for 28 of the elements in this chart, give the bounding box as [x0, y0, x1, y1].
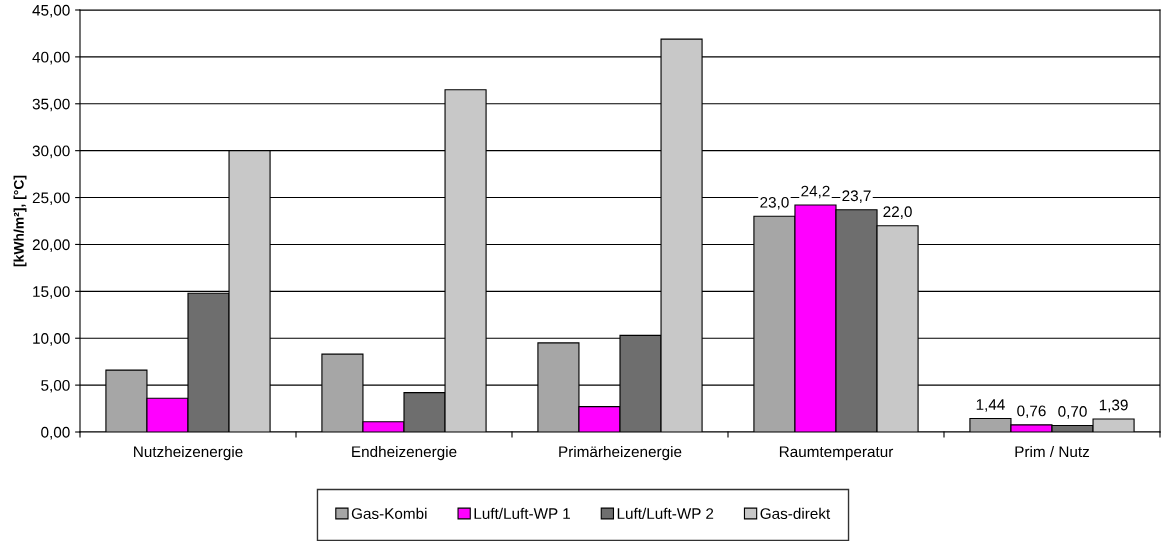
legend-label: Gas-direkt — [760, 507, 831, 520]
y-tick-label: 5,00 — [41, 379, 70, 393]
y-axis-title: [kWh/m²], [°C] — [13, 175, 27, 267]
data-label: 0,70 — [1058, 406, 1087, 419]
data-label: 1,39 — [1099, 399, 1128, 413]
x-tick-label: Endheizenergie — [352, 445, 457, 461]
data-label: 22,0 — [883, 206, 912, 219]
data-label: 1,44 — [976, 399, 1005, 412]
data-label: 0,76 — [1017, 405, 1046, 419]
legend-label: Gas-Kombi — [351, 507, 427, 520]
data-label: 23,0 — [760, 196, 789, 210]
x-tick-label: Nutzheizenergie — [134, 445, 243, 461]
y-tick-label: 10,00 — [33, 333, 70, 346]
y-tick-label: 35,00 — [32, 98, 70, 112]
y-tick-label: 40,00 — [32, 51, 70, 65]
data-label: 23,7 — [842, 190, 871, 203]
y-tick-label: 20,00 — [32, 239, 70, 252]
legend-label: Luft/Luft-WP 2 — [617, 507, 714, 520]
y-tick-label: 25,00 — [32, 192, 70, 206]
x-tick-label: Prim / Nutz — [1015, 445, 1090, 458]
data-label: 24,2 — [801, 185, 830, 199]
x-tick-label: Raumtemperatur — [779, 446, 894, 461]
y-tick-label: 15,00 — [33, 286, 70, 299]
y-tick-label: 0,00 — [41, 426, 70, 440]
y-tick-label: 45,00 — [32, 4, 70, 18]
y-tick-label: 30,00 — [32, 145, 70, 159]
x-tick-label: Primärheizenergie — [559, 445, 682, 461]
legend-label: Luft/Luft-WP 1 — [474, 507, 570, 520]
